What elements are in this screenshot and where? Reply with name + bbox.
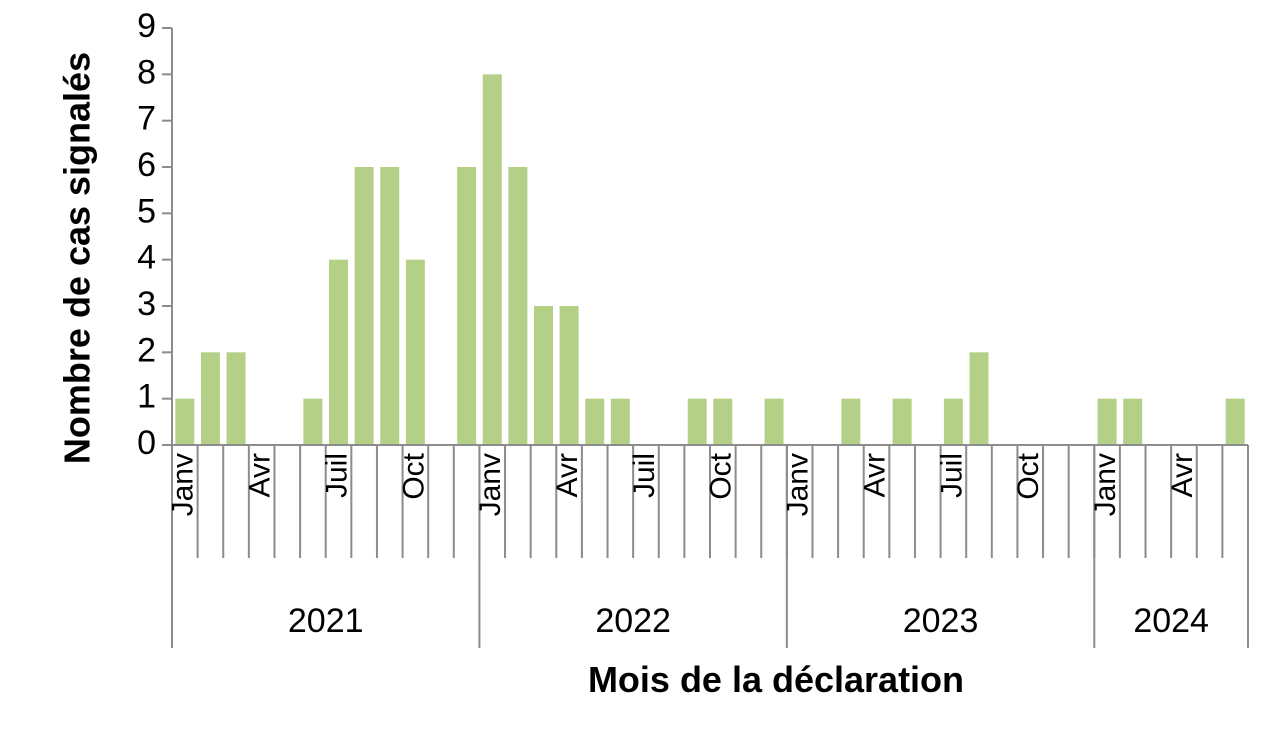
bar [892,398,912,445]
bar [713,398,733,445]
x-month-label: Oct [397,452,430,499]
axes-group [162,27,1249,648]
bar [508,167,528,445]
bar [303,398,323,445]
bar [329,259,348,445]
bar [482,74,502,445]
y-tick-labels: 0 1 2 3 4 5 6 7 8 9 [137,7,156,462]
bar [687,398,707,445]
y-tick-label: 8 [137,53,156,91]
y-tick-label: 5 [137,192,156,230]
y-tick-label: 9 [137,7,156,45]
x-month-label: Avr [551,453,584,497]
bar [457,167,477,445]
y-tick-label: 7 [137,100,156,138]
bar [200,352,220,445]
bar [380,167,400,445]
bar [585,398,605,445]
bar [226,352,246,445]
x-year-label: 2022 [595,602,671,640]
y-tick-label: 4 [137,239,156,277]
x-month-label: Janv [167,453,200,516]
x-month-label: Janv [782,453,815,516]
y-tick-label: 2 [137,331,156,369]
x-month-labels: Janv Avr Juil Oct Janv Avr Juil Oct Janv Avr Juil O… [167,452,1199,516]
bar [534,306,553,445]
x-month-label: Avr [858,453,891,497]
x-month-label: Juil [320,453,353,498]
bar [405,259,425,445]
x-month-label: Juil [935,453,968,498]
x-month-label: Juil [628,453,661,498]
y-tick-label: 1 [137,378,156,416]
bar [610,398,630,445]
x-axis-title: Mois de la déclaration [588,659,964,700]
x-month-label: Oct [1012,452,1045,499]
bar [841,398,861,445]
x-month-label: Avr [1166,453,1199,497]
bar [1097,398,1117,445]
bar [943,398,963,445]
bar [559,306,579,445]
x-month-label: Avr [244,453,277,497]
y-tick-label: 0 [137,424,156,462]
bars-group [175,74,1245,445]
x-year-label: 2023 [903,602,979,640]
x-year-label: 2021 [288,602,364,640]
x-month-label: Janv [1089,453,1122,516]
bar [969,352,989,445]
bar [354,167,374,445]
x-year-label: 2024 [1133,602,1209,640]
bar [1225,398,1245,445]
bar [764,398,784,445]
y-tick-label: 6 [137,146,156,184]
bar [1123,398,1143,445]
x-month-label: Oct [705,452,738,499]
x-year-labels: 2021 2022 2023 2024 [288,602,1209,640]
y-tick-label: 3 [137,285,156,323]
y-axis-title: Nombre de cas signalés [57,52,98,464]
x-month-label: Janv [474,453,507,516]
bar [175,398,195,445]
